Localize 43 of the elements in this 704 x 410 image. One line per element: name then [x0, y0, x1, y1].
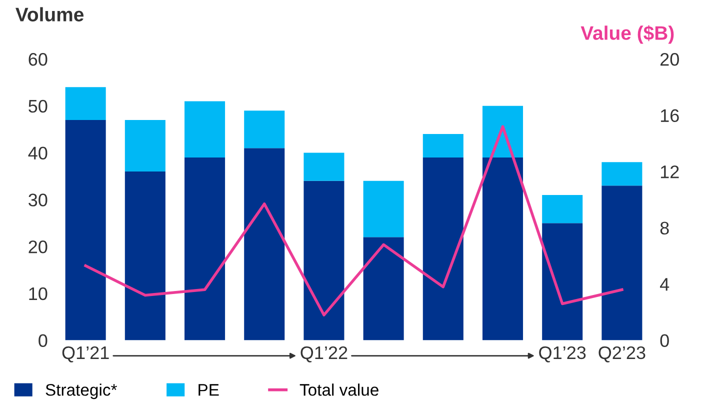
bar — [363, 180, 404, 238]
y2-tick-label: 12 — [660, 165, 679, 178]
bar — [542, 194, 583, 224]
bar — [65, 87, 106, 120]
y2-axis-title: Value ($B) — [580, 25, 674, 44]
legend-label: Total value — [300, 384, 378, 396]
bar — [602, 186, 642, 340]
x-tick-label: Q1’22 — [300, 346, 348, 362]
bar — [422, 134, 464, 158]
y-tick-label: 30 — [28, 194, 48, 206]
y-tick-label: 40 — [28, 146, 48, 160]
x-tick-label: Q1’23 — [539, 346, 586, 362]
y-tick-label: 0 — [38, 334, 48, 348]
bar — [482, 157, 524, 340]
bar — [422, 157, 464, 340]
y-tick-label: 10 — [29, 287, 48, 300]
y-tick-label: 20 — [28, 240, 48, 254]
bar — [184, 157, 226, 340]
y2-tick-label: 16 — [660, 109, 679, 122]
y2-tick-label: 4 — [660, 278, 670, 291]
y2-tick-label: 0 — [660, 334, 669, 348]
bar — [363, 237, 404, 340]
y-tick-label: 50 — [28, 100, 48, 113]
bar — [304, 180, 344, 340]
y-tick-label: 60 — [28, 52, 48, 66]
legend-label: PE — [198, 384, 219, 396]
bar — [244, 110, 285, 148]
bar — [184, 101, 226, 158]
line-series — [84, 125, 624, 316]
bar — [602, 162, 642, 186]
y2-tick-label: 8 — [660, 222, 669, 235]
bar — [542, 223, 583, 340]
y2-tick-label: 20 — [660, 52, 679, 66]
bar — [304, 152, 344, 181]
bar — [482, 106, 524, 158]
x-tick-label: Q2’23 — [598, 346, 646, 362]
bar — [124, 172, 166, 340]
x-tick-label: Q1’21 — [62, 346, 109, 362]
bar — [65, 120, 106, 340]
y-axis-title: Volume — [16, 7, 84, 22]
bar — [244, 148, 285, 340]
bar — [124, 120, 166, 172]
legend-label: Strategic* — [46, 384, 117, 400]
